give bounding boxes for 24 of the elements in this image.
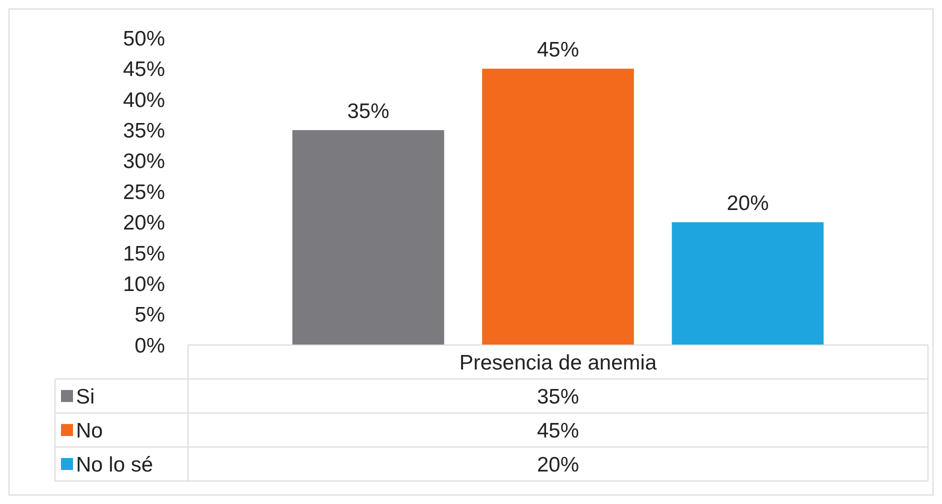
data-label: 35% bbox=[347, 100, 390, 124]
y-tick-label: 35% bbox=[122, 119, 165, 142]
text: 20% bbox=[536, 453, 580, 476]
bar bbox=[482, 68, 634, 345]
legend-label: No lo sé bbox=[76, 453, 154, 476]
legend-label: No bbox=[76, 419, 103, 442]
y-tick-label: 0% bbox=[134, 334, 165, 358]
y-tick-label: 30% bbox=[122, 150, 165, 174]
text: 35% bbox=[536, 385, 580, 408]
y-tick-label: 50% bbox=[122, 27, 165, 50]
bar bbox=[292, 130, 444, 345]
y-tick-label: 40% bbox=[122, 88, 165, 112]
data-label: 45% bbox=[536, 38, 580, 62]
y-tick-label: 45% bbox=[122, 58, 165, 82]
text: 45% bbox=[536, 419, 580, 442]
x-tick-label: Presencia de anemia bbox=[459, 351, 657, 374]
y-tick-label: 5% bbox=[134, 304, 165, 327]
data-label: 20% bbox=[726, 192, 769, 216]
y-tick-label: 25% bbox=[122, 180, 165, 204]
y-tick-label: 20% bbox=[122, 212, 165, 235]
y-tick-label: 15% bbox=[122, 242, 165, 266]
bar bbox=[672, 222, 824, 345]
legend-label: Si bbox=[76, 385, 95, 408]
y-tick-label: 10% bbox=[122, 272, 165, 296]
